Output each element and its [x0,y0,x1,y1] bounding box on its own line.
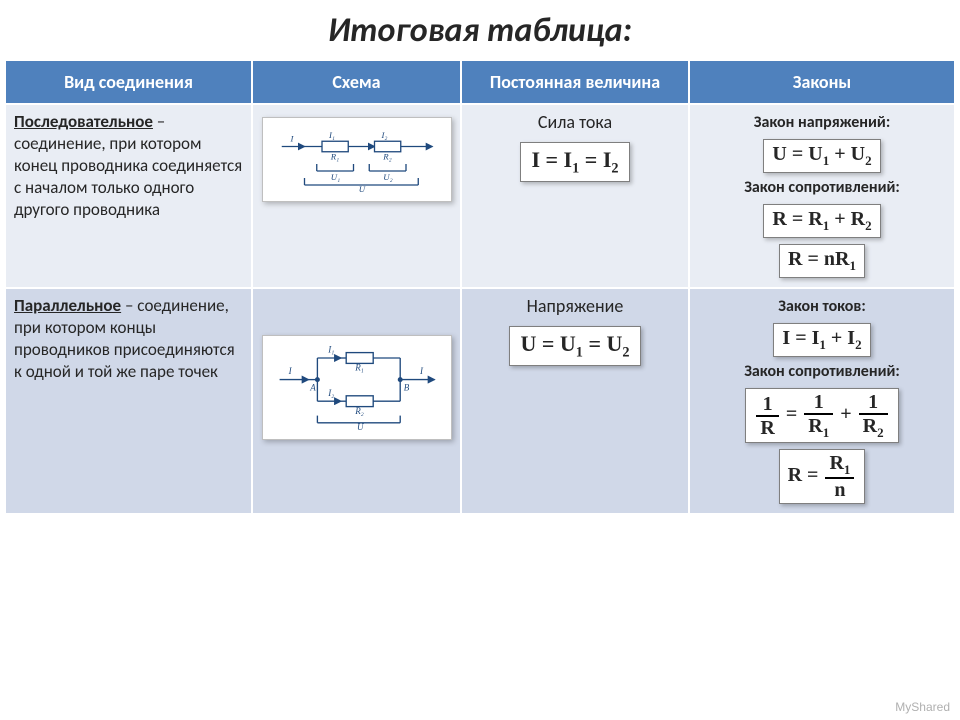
const-label-parallel: Напряжение [470,295,680,317]
formula-u-series: U = U1 + U2 [763,139,880,173]
cell-const-series: Сила тока I = I1 = I2 [461,104,689,288]
svg-text:I: I [287,366,292,376]
svg-text:U: U [357,422,364,430]
law-label-i: Закон токов: [698,297,946,316]
col-h-3: Законы [689,60,955,104]
col-h-0: Вид соединения [5,60,252,104]
svg-text:A: A [309,382,316,392]
svg-text:U₁: U₁ [330,172,339,182]
col-h-1: Схема [252,60,461,104]
cell-desc-series: Последовательное – соединение, при котор… [5,104,252,288]
svg-text:I₁: I₁ [328,130,335,140]
schema-parallel: I I I₁ I₂ R₁ R₂ A B U [262,335,452,440]
svg-text:U₂: U₂ [383,172,392,182]
const-label-series: Сила тока [470,111,680,133]
col-h-2: Постоянная величина [461,60,689,104]
svg-text:R₂: R₂ [382,152,391,162]
formula-const-series: I = I1 = I2 [520,142,629,182]
svg-text:I: I [289,133,294,143]
cell-desc-parallel: Параллельное – соединение, при котором к… [5,288,252,514]
formula-const-parallel: U = U1 = U2 [509,326,640,366]
formula-r-parallel: 1R = 1R1 + 1R2 [745,388,898,443]
cell-schema-parallel: I I I₁ I₂ R₁ R₂ A B U [252,288,461,514]
slide: Итоговая таблица: Вид соединения Схема П… [0,0,960,720]
svg-text:U: U [358,184,365,192]
table-row: Параллельное – соединение, при котором к… [5,288,955,514]
svg-text:I₂: I₂ [380,130,387,140]
summary-table: Вид соединения Схема Постоянная величина… [4,59,956,515]
table-row: Последовательное – соединение, при котор… [5,104,955,288]
law-label-u: Закон напряжений: [698,113,946,132]
law-label-r-par: Закон сопротивлений: [698,362,946,381]
schema-series: I I₁ I₂ R₁ R₂ U₁ U₂ U [262,117,452,202]
formula-rn-series: R = nR1 [779,244,865,278]
series-circuit-icon: I I₁ I₂ R₁ R₂ U₁ U₂ U [267,122,447,192]
svg-text:R₁: R₁ [354,363,364,373]
table-header-row: Вид соединения Схема Постоянная величина… [5,60,955,104]
conn-name-series: Последовательное [14,111,153,132]
formula-i-parallel: I = I1 + I2 [773,323,870,357]
page-title: Итоговая таблица: [4,10,956,51]
law-label-r: Закон сопротивлений: [698,178,946,197]
cell-schema-series: I I₁ I₂ R₁ R₂ U₁ U₂ U [252,104,461,288]
cell-laws-parallel: Закон токов: I = I1 + I2 Закон сопротивл… [689,288,955,514]
conn-name-parallel: Параллельное [14,295,121,316]
svg-text:B: B [403,382,409,392]
svg-text:I: I [419,366,424,376]
svg-text:I₂: I₂ [327,388,334,398]
svg-text:I₁: I₁ [327,345,334,355]
svg-text:R₁: R₁ [329,152,338,162]
watermark: MyShared [895,700,950,714]
cell-const-parallel: Напряжение U = U1 = U2 [461,288,689,514]
parallel-circuit-icon: I I I₁ I₂ R₁ R₂ A B U [267,340,447,430]
cell-laws-series: Закон напряжений: U = U1 + U2 Закон сопр… [689,104,955,288]
formula-r-series: R = R1 + R2 [763,204,880,238]
formula-rn-parallel: R = R1n [779,449,866,504]
svg-text:R₂: R₂ [354,406,364,416]
